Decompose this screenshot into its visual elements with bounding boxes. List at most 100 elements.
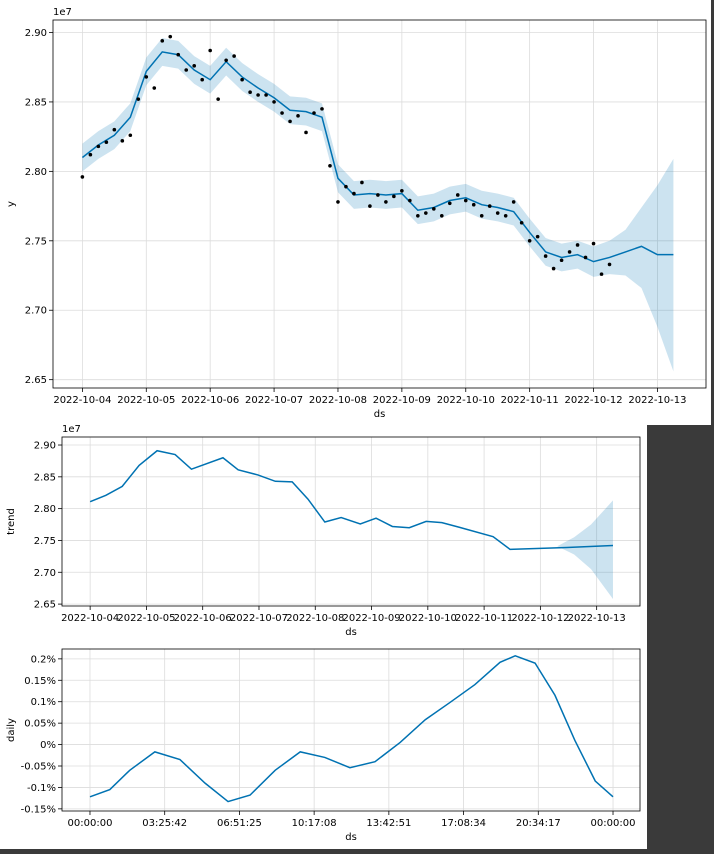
- observed-point: [328, 164, 332, 168]
- y-tick-label: 2.65: [34, 600, 56, 611]
- x-tick-label: 2022-10-07: [245, 395, 303, 406]
- observed-point: [128, 133, 133, 138]
- observed-point: [224, 58, 228, 63]
- y-tick-label: 0.2%: [31, 654, 56, 665]
- observed-point: [184, 68, 189, 72]
- observed-point: [368, 204, 372, 208]
- y-offset-label: 1e7: [62, 424, 81, 435]
- observed-point: [567, 250, 572, 254]
- y-tick-label: -0.05%: [21, 762, 56, 773]
- observed-point: [264, 93, 268, 97]
- x-tick-label: 2022-10-05: [117, 613, 175, 624]
- x-axis-label: ds: [345, 832, 357, 843]
- observed-point: [503, 214, 508, 218]
- observed-point: [120, 139, 125, 143]
- observed-point: [607, 262, 612, 267]
- x-tick-label: 13:42:51: [366, 818, 411, 829]
- y-tick-label: 2.85: [25, 97, 47, 108]
- observed-point: [495, 211, 500, 215]
- observed-point: [455, 193, 460, 197]
- x-tick-label: 2022-10-11: [455, 613, 513, 624]
- observed-point: [392, 194, 396, 199]
- observed-point: [248, 90, 252, 95]
- x-tick-label: 2022-10-13: [568, 613, 626, 624]
- x-tick-label: 00:00:00: [68, 818, 113, 829]
- observed-point: [527, 239, 532, 243]
- y-tick-label: 2.70: [25, 306, 47, 317]
- observed-point: [256, 93, 260, 97]
- observed-point: [280, 111, 284, 115]
- x-tick-label: 2022-10-07: [230, 613, 288, 624]
- observed-point: [304, 130, 308, 135]
- x-tick-label: 06:51:25: [217, 818, 262, 829]
- observed-point: [288, 119, 292, 124]
- y-tick-label: 0%: [40, 740, 56, 751]
- observed-point: [439, 214, 444, 218]
- observed-point: [591, 241, 596, 246]
- observed-point: [384, 200, 388, 204]
- y-tick-label: 0.05%: [24, 719, 56, 730]
- observed-point: [200, 77, 204, 82]
- observed-point: [535, 234, 540, 239]
- x-tick-label: 2022-10-12: [511, 613, 569, 624]
- axes-frame: [52, 19, 707, 389]
- y-axis-label: daily: [6, 718, 17, 742]
- observed-point: [104, 140, 109, 145]
- x-tick-label: 2022-10-05: [117, 395, 175, 406]
- panel-bottom: [0, 425, 647, 849]
- y-tick-label: 2.80: [34, 504, 56, 515]
- observed-point: [216, 97, 220, 101]
- y-tick-label: -0.15%: [21, 804, 56, 815]
- observed-point: [511, 200, 516, 204]
- observed-point: [463, 198, 468, 203]
- observed-point: [416, 214, 420, 218]
- y-tick-label: 2.75: [25, 236, 47, 247]
- y-tick-label: 2.90: [34, 441, 56, 452]
- forecast-line: [89, 449, 614, 551]
- observed-point: [320, 107, 324, 111]
- x-tick-label: 17:08:34: [441, 818, 486, 829]
- x-tick-label: 2022-10-04: [61, 613, 119, 624]
- y-tick-label: 2.90: [25, 28, 47, 39]
- uncertainty-band: [557, 500, 613, 600]
- observed-point: [160, 39, 165, 43]
- x-tick-label: 10:17:08: [292, 818, 337, 829]
- observed-point: [471, 202, 476, 207]
- observed-point: [344, 184, 348, 189]
- y-offset-label: 1e7: [53, 7, 72, 18]
- panel-top: [0, 0, 711, 425]
- observed-point: [88, 152, 93, 157]
- y-axis-label: trend: [6, 508, 17, 535]
- observed-point: [400, 189, 404, 193]
- observed-point: [208, 48, 212, 53]
- x-tick-label: 2022-10-06: [174, 613, 232, 624]
- observed-point: [559, 258, 564, 263]
- observed-point: [136, 97, 141, 101]
- observed-point: [152, 86, 157, 90]
- x-axis-label: ds: [345, 627, 357, 638]
- x-tick-label: 2022-10-10: [437, 395, 495, 406]
- observed-point: [432, 207, 436, 211]
- observed-point: [168, 34, 173, 39]
- axes-frame: [61, 648, 641, 812]
- observed-point: [551, 266, 556, 271]
- observed-point: [96, 144, 101, 149]
- y-tick-label: 2.75: [34, 536, 56, 547]
- x-tick-label: 2022-10-06: [181, 395, 239, 406]
- x-tick-label: 2022-10-12: [564, 395, 622, 406]
- x-tick-label: 2022-10-09: [342, 613, 400, 624]
- observed-point: [232, 54, 236, 58]
- observed-point: [424, 211, 428, 215]
- observed-point: [360, 180, 364, 185]
- observed-point: [296, 114, 300, 118]
- x-tick-label: 20:34:17: [516, 818, 561, 829]
- x-tick-label: 2022-10-13: [628, 395, 686, 406]
- observed-point: [599, 272, 604, 276]
- observed-point: [144, 75, 149, 79]
- observed-point: [312, 111, 316, 115]
- y-tick-label: 0.15%: [24, 676, 56, 687]
- observed-point: [176, 52, 181, 57]
- observed-point: [376, 193, 380, 197]
- observed-point: [192, 64, 197, 68]
